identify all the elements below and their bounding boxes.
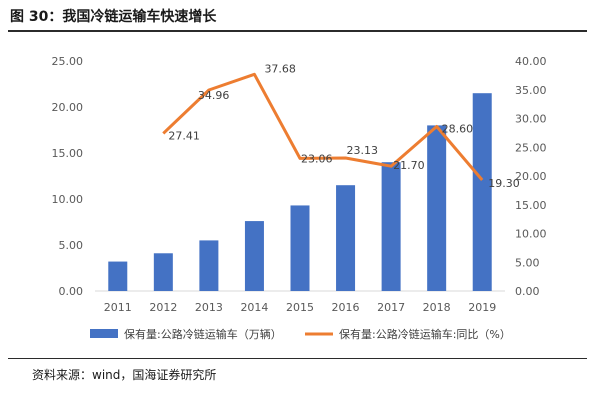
bar-2014 xyxy=(244,221,264,291)
right-axis-tick: 25.00 xyxy=(515,141,547,154)
right-axis-tick: 10.00 xyxy=(515,228,547,241)
legend: 保有量:公路冷链运输车（万辆） 保有量:公路冷链运输车:同比（%） xyxy=(90,327,511,341)
legend-label-bar: 保有量:公路冷链运输车（万辆） xyxy=(124,327,282,341)
right-axis-tick: 15.00 xyxy=(515,199,547,212)
left-axis-tick: 5.00 xyxy=(59,239,84,252)
bar-2011 xyxy=(108,261,128,291)
x-axis-tick: 2016 xyxy=(332,301,360,314)
x-axis-tick: 2015 xyxy=(286,301,314,314)
bar-2019 xyxy=(472,93,492,291)
figure-title: 图 30：我国冷链运输车快速增长 xyxy=(10,9,217,25)
x-axis-tick: 2011 xyxy=(104,301,132,314)
yoy-line xyxy=(162,72,484,181)
right-axis-ticks: 0.00 5.00 10.00 15.00 20.00 25.00 30.00 35.00 40… xyxy=(515,55,547,298)
line-label-2019: 19.30 xyxy=(488,177,520,190)
left-axis-ticks: 0.00 5.00 10.00 15.00 20.00 25.00 xyxy=(52,55,84,298)
right-axis-tick: 5.00 xyxy=(515,256,540,269)
bar-2013 xyxy=(199,240,219,291)
x-axis-tick: 2012 xyxy=(149,301,177,314)
right-axis-tick: 0.00 xyxy=(515,285,540,298)
bar-2012 xyxy=(153,253,173,291)
x-axis-tick: 2013 xyxy=(195,301,223,314)
title-rule xyxy=(8,30,587,32)
source-rule xyxy=(8,358,587,359)
bar-2016 xyxy=(336,185,356,291)
right-axis-tick: 20.00 xyxy=(515,170,547,183)
legend-swatch-bar xyxy=(90,329,118,338)
x-axis-tick: 2018 xyxy=(423,301,451,314)
x-axis-ticks: 2011 2012 2013 2014 2015 2016 2017 2018 2019 xyxy=(104,301,496,314)
line-data-labels: 27.41 34.96 37.68 23.06 23.13 21.70 28.60 19.30 xyxy=(168,62,519,190)
bar-series xyxy=(108,93,492,292)
line-label-2014: 37.68 xyxy=(264,62,296,75)
left-axis-tick: 25.00 xyxy=(52,55,84,68)
legend-label-line: 保有量:公路冷链运输车:同比（%） xyxy=(339,327,511,341)
line-label-2018: 28.60 xyxy=(442,123,474,136)
right-axis-tick: 40.00 xyxy=(515,55,547,68)
x-axis-tick: 2014 xyxy=(240,301,268,314)
line-label-2015: 23.06 xyxy=(301,152,333,165)
left-axis-tick: 20.00 xyxy=(52,101,84,114)
bar-2018 xyxy=(427,125,447,292)
bar-2017 xyxy=(381,162,401,291)
x-axis-tick: 2019 xyxy=(468,301,496,314)
line-label-2016: 23.13 xyxy=(347,144,379,157)
line-label-2013: 34.96 xyxy=(198,89,230,102)
line-label-2017: 21.70 xyxy=(393,159,425,172)
left-axis-tick: 10.00 xyxy=(52,193,84,206)
right-axis-tick: 30.00 xyxy=(515,113,547,126)
bar-2015 xyxy=(290,205,310,291)
line-label-2012: 27.41 xyxy=(168,129,200,142)
source-note: 资料来源：wind，国海证券研究所 xyxy=(32,368,217,382)
left-axis-tick: 15.00 xyxy=(52,147,84,160)
left-axis-tick: 0.00 xyxy=(59,285,84,298)
right-axis-tick: 35.00 xyxy=(515,84,547,97)
x-axis-tick: 2017 xyxy=(377,301,405,314)
